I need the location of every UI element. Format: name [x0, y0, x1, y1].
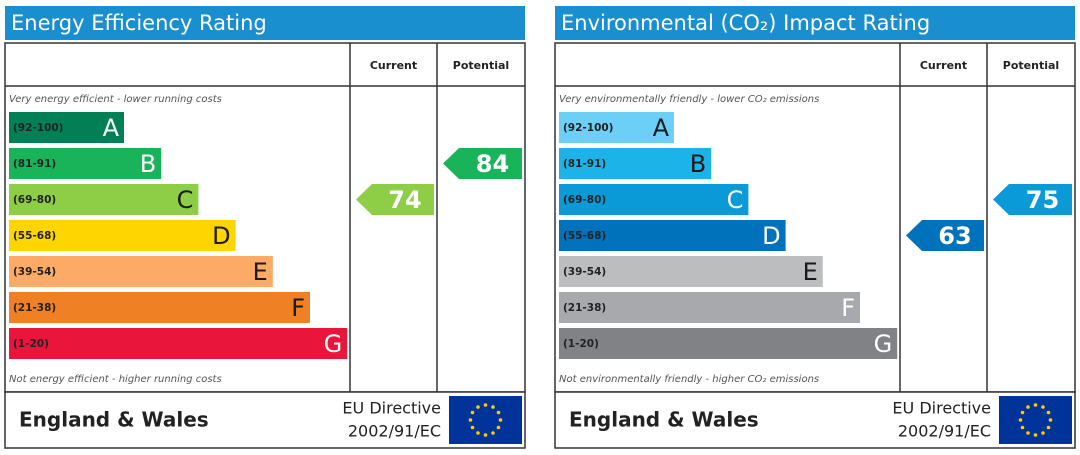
eu-star [1026, 405, 1030, 409]
eu-star [1033, 403, 1038, 407]
column-header: Current [920, 59, 967, 72]
eu-star [498, 418, 503, 422]
chart-title: Energy Efficiency Rating [11, 11, 267, 35]
band-range: (92-100) [13, 122, 64, 134]
bottom-note: Not environmentally friendly - higher CO… [559, 374, 819, 385]
band-range: (69-80) [563, 194, 606, 206]
band-letter: A [653, 114, 670, 142]
rating-value: 74 [388, 186, 421, 214]
band-range: (81-91) [13, 158, 56, 170]
rating-arrow [356, 184, 434, 215]
footer-region: England & Wales [19, 408, 209, 432]
footer-directive: 2002/91/EC [898, 422, 991, 441]
band-range: (69-80) [13, 194, 56, 206]
eu-star [491, 405, 495, 409]
rating-value: 63 [938, 222, 971, 250]
eu-star [470, 425, 475, 430]
column-header: Potential [453, 59, 509, 72]
band-range: (55-68) [563, 230, 606, 242]
band-letter: C [177, 186, 194, 214]
eu-star [483, 433, 488, 437]
top-note: Very environmentally friendly - lower CO… [559, 94, 819, 105]
band-letter: B [140, 150, 156, 178]
eu-star [1020, 410, 1025, 415]
eu-star [476, 431, 480, 435]
footer-directive: 2002/91/EC [348, 422, 441, 441]
footer-directive: EU Directive [892, 399, 991, 418]
band-range: (92-100) [563, 122, 614, 134]
band-letter: A [103, 114, 120, 142]
footer-region: England & Wales [569, 408, 759, 432]
band [559, 256, 823, 287]
eu-star [1046, 425, 1051, 430]
band-letter: F [841, 294, 855, 322]
footer-box [554, 391, 1076, 449]
band [9, 112, 124, 143]
band [559, 112, 674, 143]
band-range: (39-54) [13, 266, 56, 278]
rating-arrow [443, 148, 522, 179]
band-range: (81-91) [563, 158, 606, 170]
band [559, 292, 860, 323]
top-note: Very energy efficient - lower running co… [9, 94, 222, 105]
band-range: (1-20) [13, 338, 49, 350]
rating-arrow [993, 184, 1072, 215]
bottom-note: Not energy efficient - higher running co… [9, 374, 222, 385]
band-range: (21-38) [563, 302, 606, 314]
band [9, 184, 199, 215]
eu-star [1046, 410, 1051, 415]
rating-value: 75 [1026, 186, 1059, 214]
band-letter: E [253, 258, 268, 286]
eu-star [1033, 433, 1038, 437]
column-header: Potential [1003, 59, 1059, 72]
chart-title: Environmental (CO₂) Impact Rating [561, 11, 930, 35]
band [9, 328, 348, 359]
band [9, 256, 273, 287]
band-range: (55-68) [13, 230, 56, 242]
band [559, 220, 786, 251]
eu-star [496, 425, 501, 430]
eu-star [1041, 405, 1045, 409]
band [559, 184, 749, 215]
band-letter: D [762, 222, 780, 250]
column-header: Current [370, 59, 417, 72]
band-range: (39-54) [563, 266, 606, 278]
eu-star [1020, 425, 1025, 430]
eu-star [476, 405, 480, 409]
band [9, 292, 310, 323]
rating-arrow [906, 220, 984, 251]
band [559, 148, 712, 179]
eu-star [470, 410, 475, 415]
band [559, 328, 898, 359]
eu-star [496, 410, 501, 415]
footer-box [4, 391, 526, 449]
eu-star [1018, 418, 1023, 422]
band-range: (21-38) [13, 302, 56, 314]
band-letter: F [291, 294, 305, 322]
band-range: (1-20) [563, 338, 599, 350]
title-bar [555, 6, 1075, 40]
eu-star [1041, 431, 1045, 435]
eu-star [1026, 431, 1030, 435]
eu-star [491, 431, 495, 435]
band-letter: G [874, 330, 893, 358]
band-letter: C [727, 186, 744, 214]
eu-star [483, 403, 488, 407]
band [9, 220, 236, 251]
band-letter: E [803, 258, 818, 286]
band-letter: G [324, 330, 343, 358]
eu-star [1048, 418, 1053, 422]
rating-value: 84 [476, 150, 509, 178]
band-letter: B [690, 150, 706, 178]
band-letter: D [212, 222, 230, 250]
band [9, 148, 162, 179]
title-bar [5, 6, 525, 40]
eu-star [468, 418, 473, 422]
footer-directive: EU Directive [342, 399, 441, 418]
